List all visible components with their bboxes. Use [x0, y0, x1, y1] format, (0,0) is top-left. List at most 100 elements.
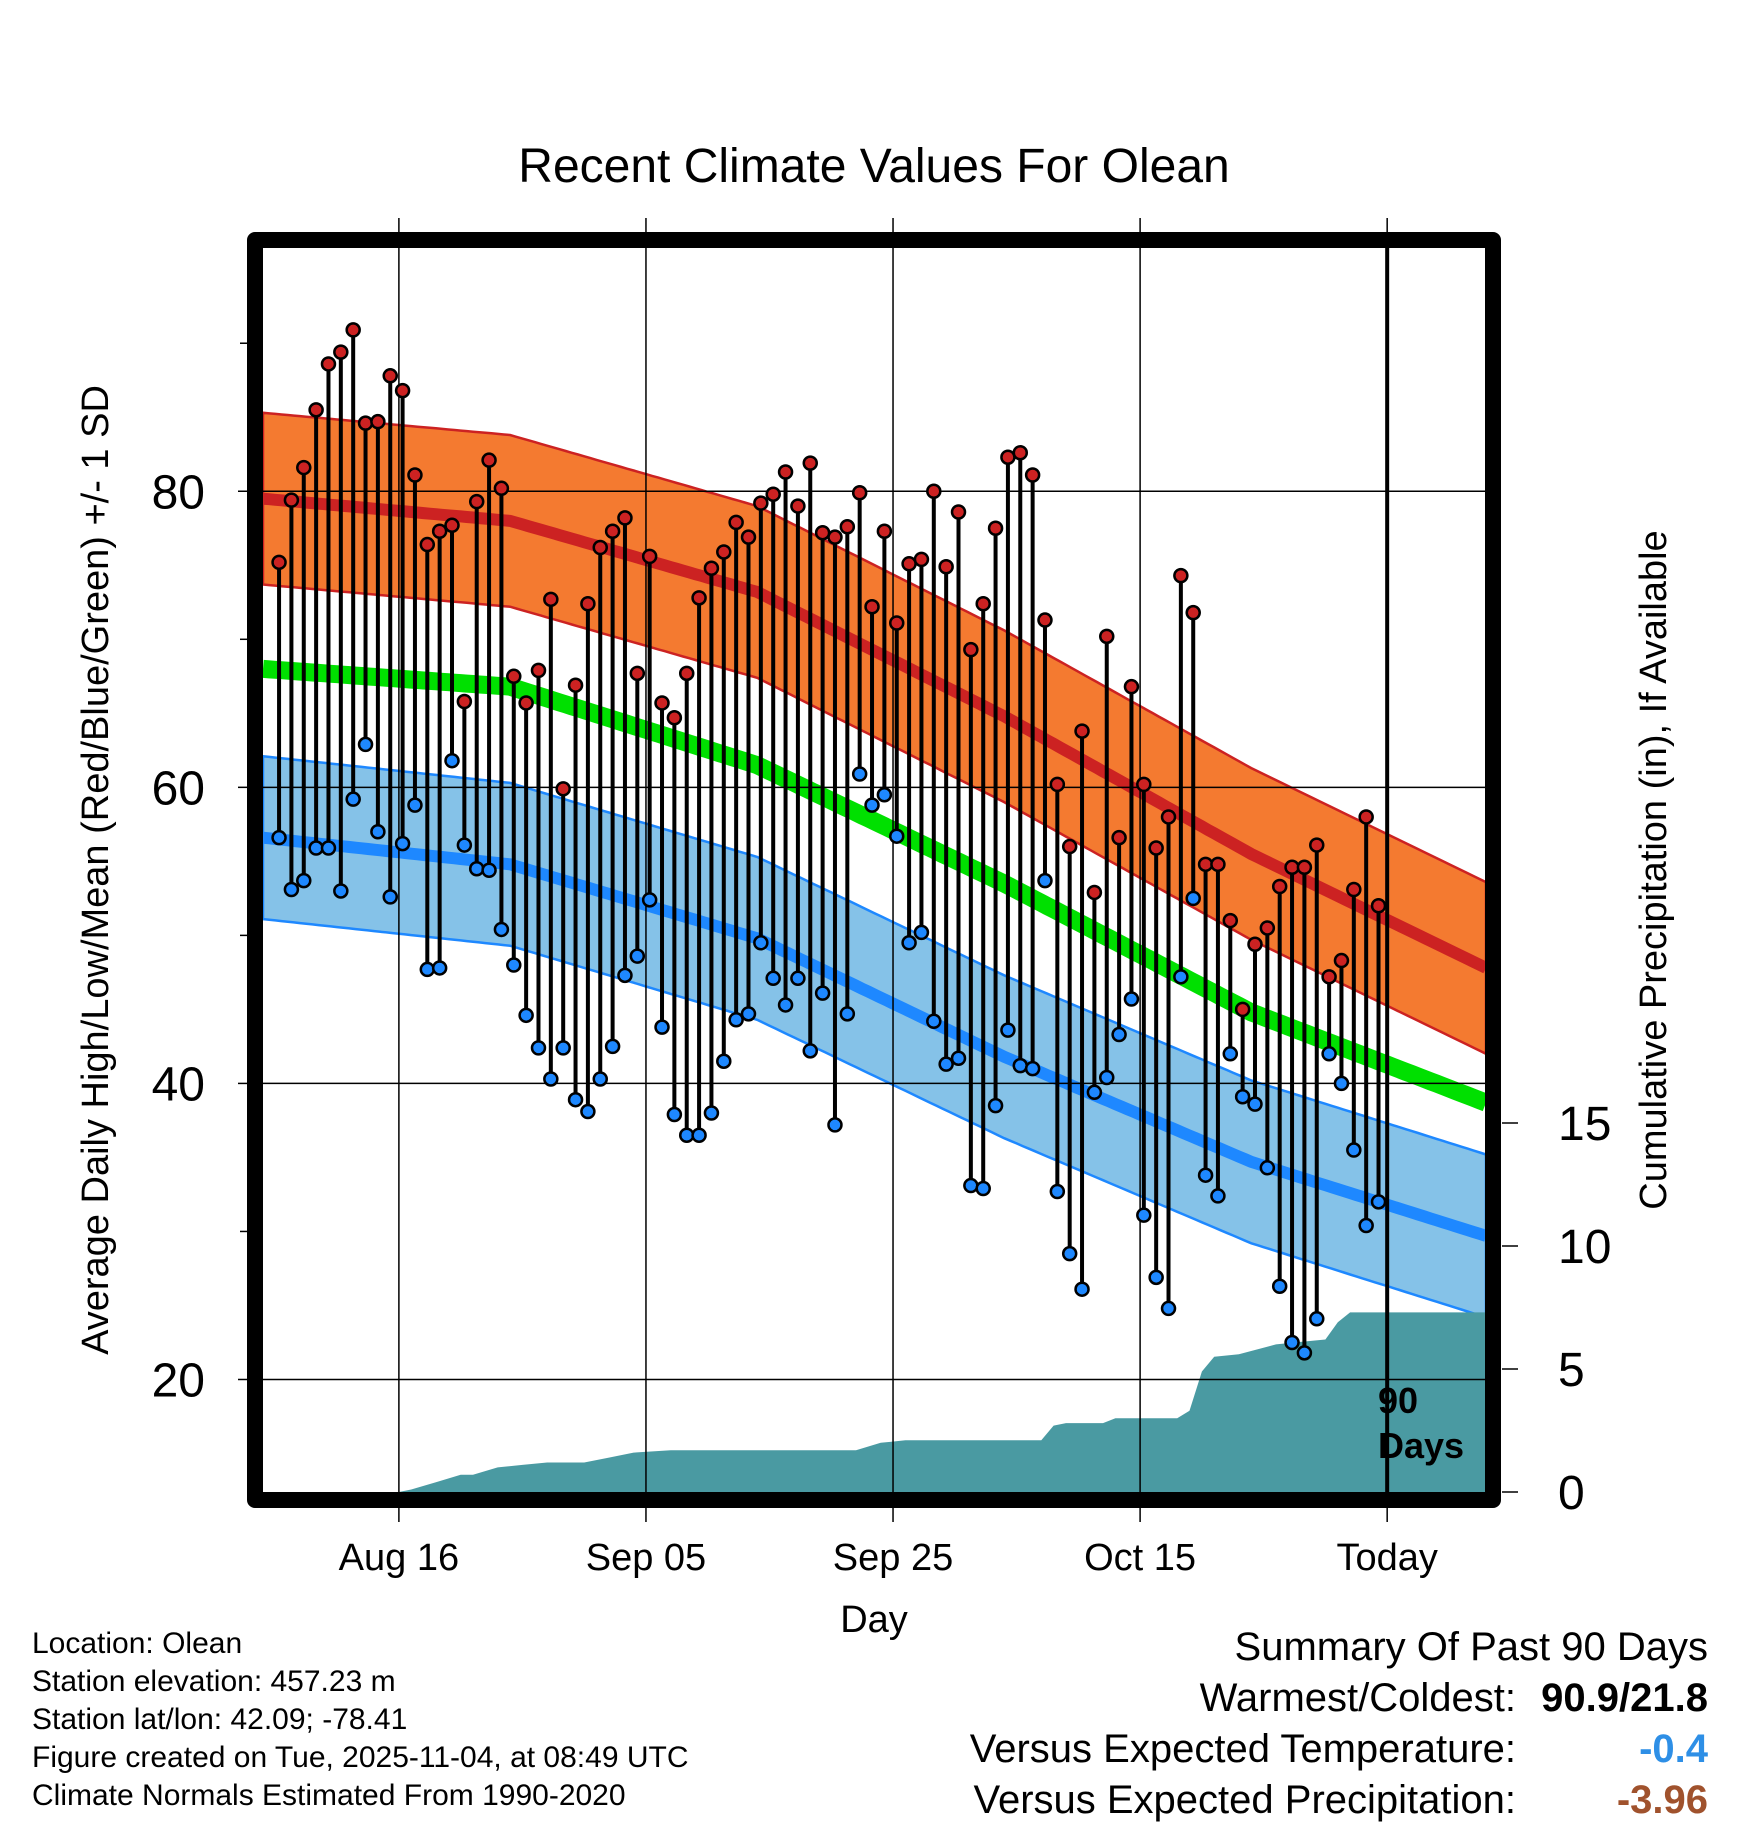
daily-high-point	[333, 344, 349, 360]
daily-high-point	[530, 662, 547, 679]
daily-low-point	[1210, 1188, 1226, 1204]
daily-high-point	[518, 695, 534, 711]
temp-departure-value: -0.4	[1639, 1727, 1708, 1771]
daily-high-point	[703, 560, 720, 576]
daily-high-point	[728, 514, 744, 531]
temp-departure-row: Versus Expected Temperature: -0.4	[970, 1724, 1708, 1775]
y2-axis-label: Cumulative Precipitation (in), If Availa…	[1633, 530, 1675, 1209]
plot-frame	[247, 232, 1501, 1508]
daily-low-point	[1000, 1022, 1016, 1038]
daily-low-point	[963, 1177, 979, 1194]
daily-low-point	[654, 1019, 670, 1035]
daily-high-point	[753, 495, 769, 511]
daily-low-point	[678, 1127, 695, 1143]
daily-high-point	[1160, 809, 1177, 825]
daily-high-point	[777, 464, 794, 480]
created-text: Figure created on Tue, 2025-11-04, at 08…	[32, 1741, 689, 1774]
daily-high-point	[407, 467, 423, 483]
daily-low-point	[641, 892, 658, 908]
daily-high-point	[1086, 884, 1103, 901]
daily-high-point	[1271, 878, 1288, 895]
daily-low-point	[1333, 1075, 1350, 1092]
daily-high-point	[382, 368, 398, 384]
daily-low-point	[753, 935, 769, 951]
daily-high-point	[1024, 467, 1041, 483]
daily-high-point	[641, 548, 658, 565]
daily-high-point	[1222, 912, 1239, 929]
daily-low-point	[431, 960, 448, 976]
daily-low-point	[703, 1105, 720, 1121]
daily-high-point	[1000, 449, 1016, 465]
daily-low-point	[950, 1050, 967, 1066]
daily-low-point	[1123, 991, 1140, 1007]
daily-high-point	[1037, 612, 1053, 628]
daily-high-point	[678, 665, 695, 682]
x-tick-label-sep-05: Sep 05	[586, 1537, 706, 1579]
warmest-coldest-row: Warmest/Coldest: 90.9/21.8	[970, 1673, 1708, 1724]
daily-low-point	[518, 1007, 534, 1024]
daily-low-point	[530, 1040, 547, 1056]
x-tick-label-sep-25: Sep 25	[833, 1537, 953, 1579]
daily-low-point	[1234, 1088, 1251, 1105]
daily-high-point	[543, 591, 559, 608]
daily-high-point	[283, 492, 300, 508]
daily-low-point	[419, 961, 436, 978]
daily-high-point	[666, 710, 683, 726]
station-info: Location: Olean Station elevation: 457.2…	[32, 1625, 689, 1815]
daily-high-point	[444, 517, 460, 534]
daily-low-point	[1296, 1345, 1313, 1361]
daily-high-point	[320, 356, 337, 372]
daily-high-point	[506, 668, 522, 685]
daily-high-point	[1136, 776, 1152, 793]
daily-low-point	[1098, 1069, 1115, 1086]
precip-departure-label: Versus Expected Precipitation:	[973, 1778, 1516, 1822]
daily-low-point	[1185, 890, 1201, 907]
daily-high-point	[1111, 829, 1127, 846]
daily-low-point	[1222, 1046, 1239, 1062]
daily-high-point	[938, 559, 954, 575]
daily-low-point	[1370, 1194, 1387, 1210]
summary-heading: Summary Of Past 90 Days	[1234, 1625, 1708, 1669]
daily-low-point	[580, 1103, 596, 1120]
daily-high-point	[1346, 881, 1362, 898]
daily-low-point	[790, 970, 806, 987]
daily-high-point	[765, 486, 781, 502]
daily-high-point	[851, 484, 868, 501]
location-text: Location: Olean	[32, 1627, 243, 1660]
daily-high-point	[580, 596, 596, 612]
daily-high-point	[604, 523, 621, 539]
daily-low-point	[1049, 1183, 1066, 1200]
precip-departure-value: -3.96	[1616, 1778, 1708, 1822]
daily-low-point	[382, 889, 398, 905]
x-tick-label-oct-15: Oct 15	[1084, 1537, 1196, 1579]
daily-high-point	[481, 452, 497, 468]
daily-high-point	[308, 402, 324, 418]
precip-area	[275, 1312, 1486, 1492]
daily-high-point	[876, 523, 893, 539]
latlon-text: Station lat/lon: 42.09; -78.41	[32, 1703, 408, 1736]
y2-tick-label-15: 15	[1558, 1098, 1611, 1151]
daily-high-point	[814, 524, 831, 541]
daily-high-point	[1061, 838, 1078, 855]
daily-high-point	[901, 556, 917, 572]
daily-high-point	[802, 455, 819, 471]
daily-high-point	[1012, 445, 1029, 461]
daily-high-point	[790, 498, 806, 514]
daily-low-point	[617, 967, 633, 984]
daily-high-point	[827, 529, 843, 545]
daily-high-point	[1185, 604, 1201, 621]
daily-high-point	[1358, 809, 1374, 825]
daily-low-point	[506, 957, 522, 973]
daily-low-point	[1086, 1084, 1103, 1101]
daily-low-point	[716, 1053, 732, 1069]
daily-high-point	[1074, 723, 1090, 739]
today-label-90: 90	[1378, 1380, 1418, 1421]
y2-tick-label-0: 0	[1558, 1467, 1585, 1520]
daily-low-point	[913, 924, 930, 941]
daily-high-point	[1234, 1001, 1251, 1018]
daily-low-point	[283, 881, 300, 898]
daily-high-point	[913, 551, 930, 568]
daily-low-point	[851, 766, 868, 782]
daily-high-point	[1259, 920, 1276, 936]
daily-high-point	[394, 382, 411, 399]
